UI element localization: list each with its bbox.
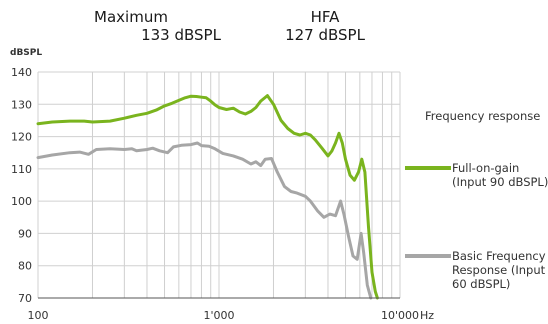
series-layer bbox=[36, 94, 379, 300]
maximum-value: 133 dBSPL bbox=[141, 26, 221, 44]
y-tick-label: 130 bbox=[11, 98, 32, 111]
y-tick-label: 70 bbox=[18, 292, 32, 305]
legend-label-full-on-gain: Full-on-gain (Input 90 dBSPL) bbox=[452, 161, 548, 189]
x-tick-label: 100 bbox=[28, 309, 49, 322]
series-line-basic-frequency-response bbox=[36, 141, 373, 300]
chart-title: Frequency response bbox=[425, 109, 541, 123]
hfa-value: 127 dBSPL bbox=[285, 26, 365, 44]
legend-swatch-full-on-gain bbox=[405, 166, 451, 170]
x-tick-label: 1'000 bbox=[203, 309, 234, 322]
maximum-label: Maximum bbox=[94, 8, 168, 26]
legend-label-basic-frequency-response: Basic Frequency Response (Input 60 dBSPL… bbox=[452, 249, 546, 291]
series-line-full-on-gain bbox=[36, 94, 379, 300]
hfa-label: HFA bbox=[310, 8, 340, 26]
y-tick-label: 120 bbox=[11, 131, 32, 144]
legend-swatch-basic-frequency-response bbox=[405, 254, 451, 258]
y-axis-label: dBSPL bbox=[10, 48, 42, 58]
x-tick-label: 10'000 bbox=[381, 309, 419, 322]
y-tick-label: 90 bbox=[18, 227, 32, 240]
y-tick-label: 80 bbox=[18, 260, 32, 273]
y-tick-label: 140 bbox=[11, 66, 32, 79]
axes: 70 80 90 100 110 120 130 140 100 1'000 10'000 bbox=[11, 66, 419, 322]
y-tick-label: 100 bbox=[11, 195, 32, 208]
y-tick-label: 110 bbox=[11, 163, 32, 176]
x-axis-label: Hz bbox=[420, 309, 434, 322]
